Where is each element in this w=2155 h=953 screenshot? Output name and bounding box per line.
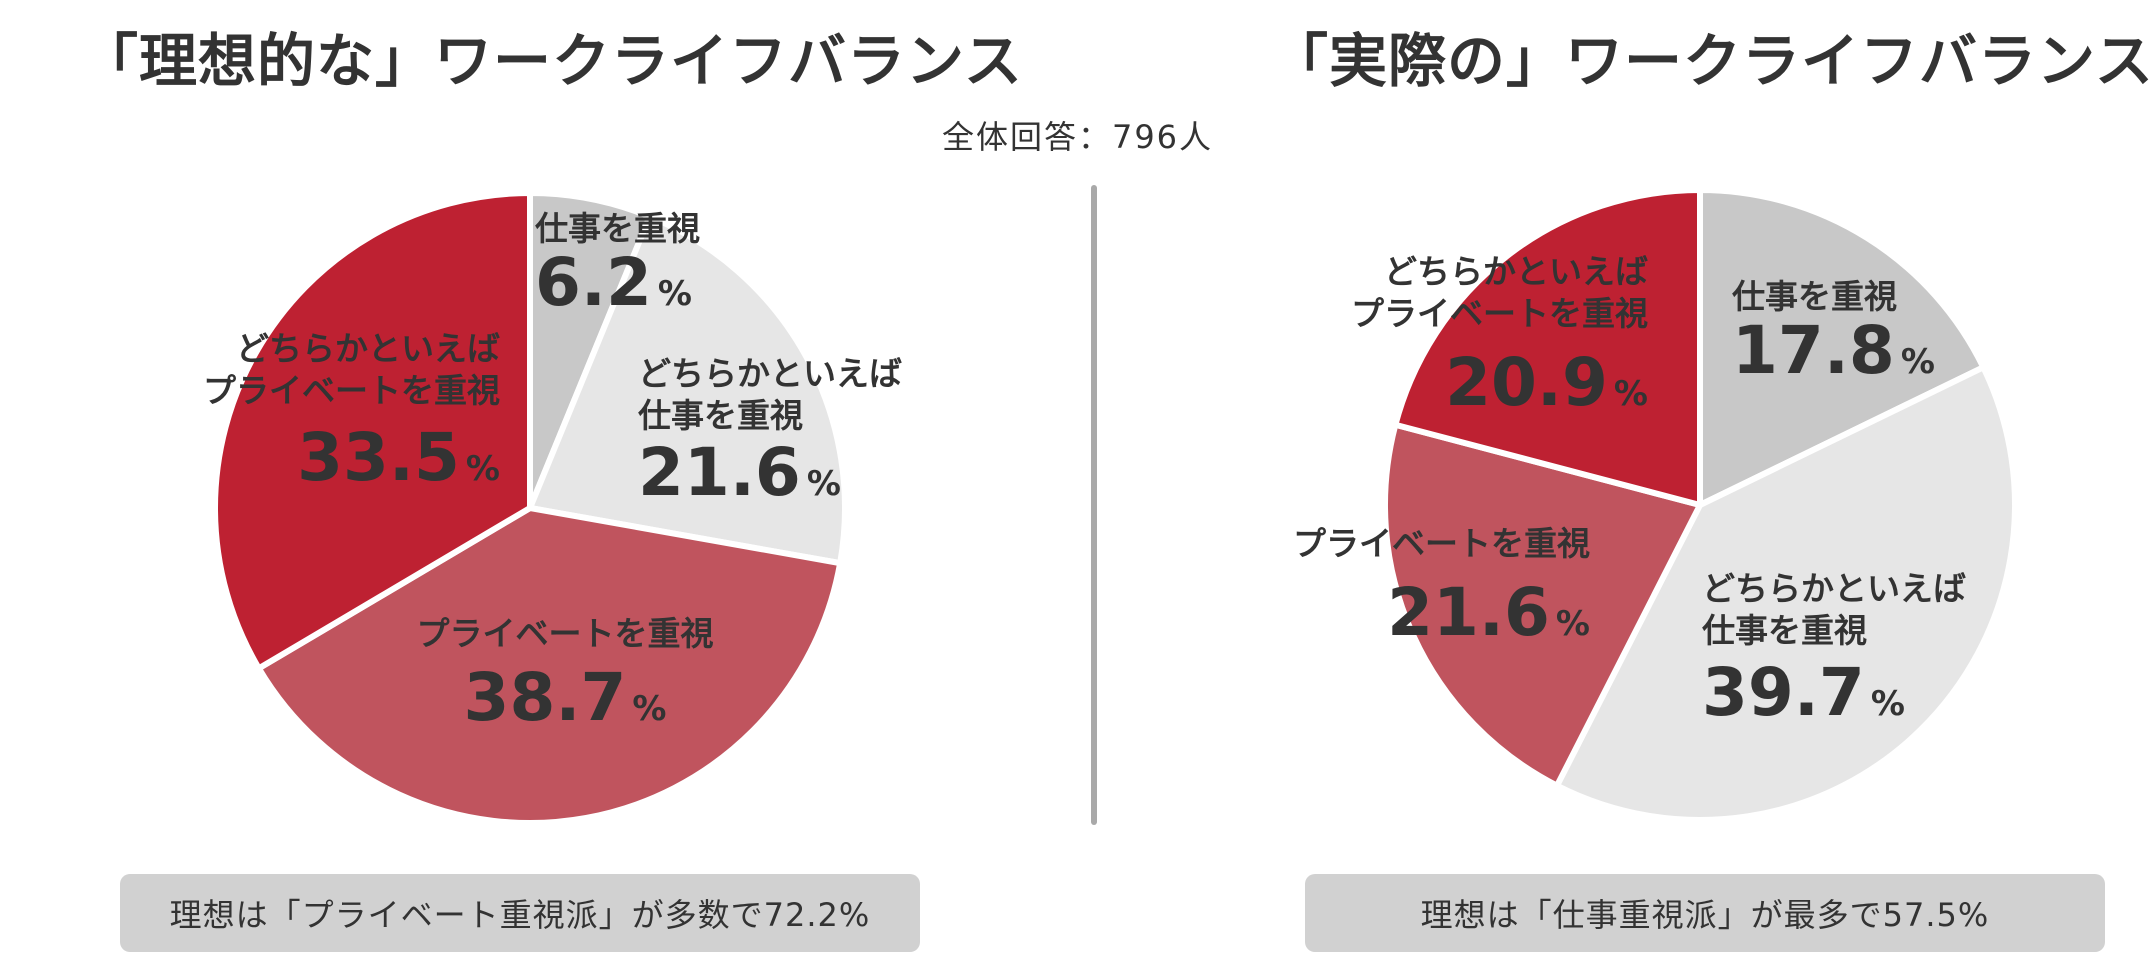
slice-value: 33.5%: [297, 419, 500, 496]
slice-label: どちらかといえば: [638, 354, 902, 393]
slice-value: 39.7%: [1702, 654, 1905, 731]
caption-actual: 理想は「仕事重視派」が最多で57.5%: [1305, 874, 2105, 952]
slice-value: 38.7%: [464, 659, 667, 736]
slice-label: プライベートを重視: [203, 371, 500, 410]
slice-label: どちらかといえば: [236, 329, 500, 368]
slice-label: どちらかといえば: [1384, 252, 1648, 291]
slice-label: どちらかといえば: [1702, 569, 1966, 608]
slice-label: プライベートを重視: [1351, 294, 1648, 333]
chart-title-ideal: 「理想的な」ワークライフバランス: [80, 27, 1023, 95]
caption-ideal: 理想は「プライベート重視派」が多数で72.2%: [120, 874, 920, 952]
pie-slice: [1392, 187, 1703, 508]
slice-value: 20.9%: [1445, 344, 1648, 421]
slice-label-group: プライベートを重視 21.6%: [1293, 524, 1590, 651]
slice-value: 6.2%: [535, 244, 692, 321]
respondent-count: 全体回答：796人: [941, 118, 1214, 156]
slice-label-group: プライベートを重視 38.7%: [417, 614, 714, 736]
slice-value: 17.8%: [1732, 312, 1935, 389]
pie-slice: [255, 505, 844, 826]
slice-label: 仕事を重視: [1732, 277, 1897, 316]
pie-slice: [1697, 187, 1987, 508]
slice-label: 仕事を重視: [638, 396, 803, 435]
chart-title-actual: 「実際の」ワークライフバランス: [1270, 27, 2154, 95]
pie-slice: [1382, 421, 1703, 789]
slice-label: 仕事を重視: [535, 209, 700, 248]
slice-label: 仕事を重視: [1702, 611, 1867, 650]
slice-value: 21.6%: [638, 434, 841, 511]
slice-value: 21.6%: [1387, 574, 1590, 651]
slice-label: プライベートを重視: [1293, 524, 1590, 563]
slice-label: プライベートを重視: [417, 614, 714, 653]
pie-slice: [1553, 364, 2018, 823]
pie-slice: [212, 190, 533, 672]
divider: [1091, 185, 1097, 825]
pie-slice: [527, 213, 848, 567]
